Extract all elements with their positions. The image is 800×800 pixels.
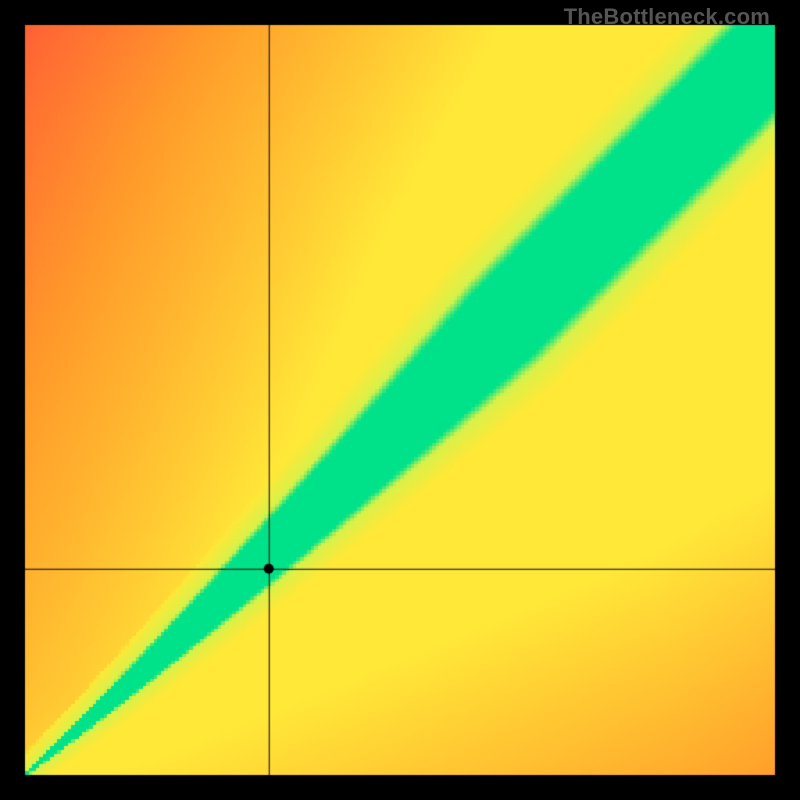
watermark-text: TheBottleneck.com — [564, 4, 770, 30]
bottleneck-heatmap — [0, 0, 800, 800]
chart-container: TheBottleneck.com — [0, 0, 800, 800]
